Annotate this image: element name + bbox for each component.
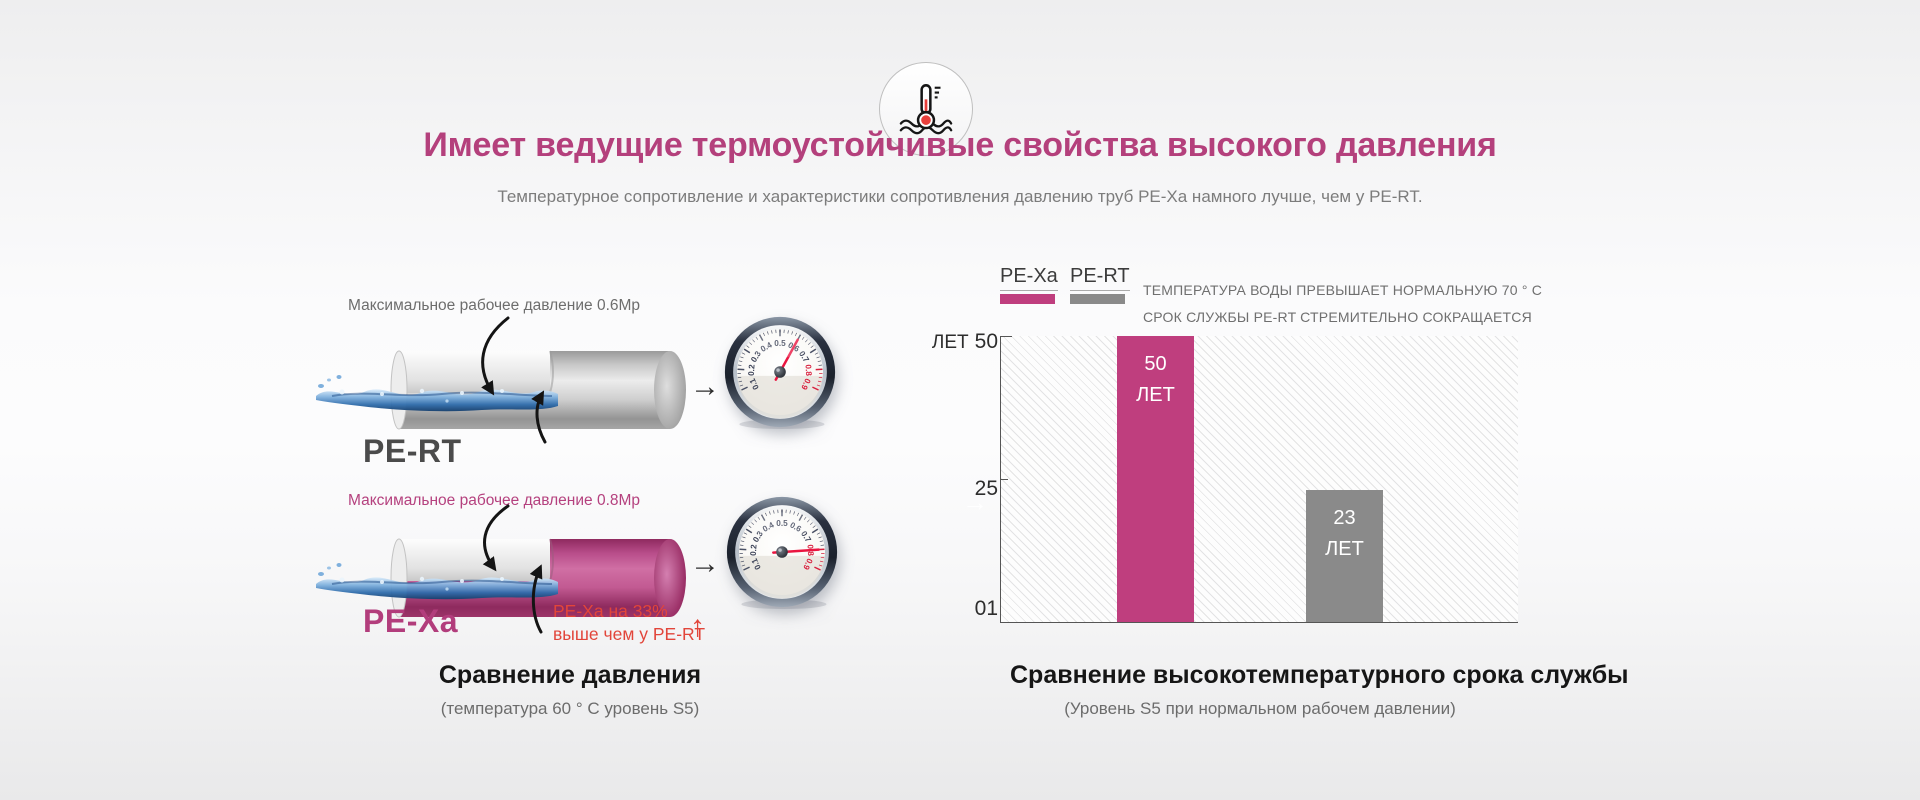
- thermometer-icon: [879, 62, 973, 156]
- lifespan-subcaption: (Уровень S5 при нормальном рабочем давле…: [1064, 699, 1456, 718]
- pert-pressure-gauge: 0.10.20.30.40.50.60.70.80.9: [724, 316, 836, 430]
- y-axis-top-stub: [1001, 336, 1012, 337]
- legend-item-pert: PE-RT: [1070, 265, 1130, 304]
- pexa-pressure-gauge: 0.10.20.30.40.50.60.70.80.9: [726, 496, 838, 610]
- y-tick-25: 25: [974, 477, 998, 500]
- y-axis-mid-tick: [1001, 479, 1008, 480]
- legend-item-pexa: PE-Xa: [1000, 265, 1058, 304]
- svg-text:0.5: 0.5: [776, 519, 788, 528]
- water-flow: [316, 375, 558, 412]
- pert-label: PE-RT: [363, 433, 462, 469]
- bar-pexa-label: 50 ЛЕТ: [1136, 353, 1175, 406]
- pert-pipe-illustration: [316, 350, 686, 430]
- bar-pert-label: 23 ЛЕТ: [1325, 507, 1364, 561]
- water-flow: [316, 563, 558, 600]
- lifespan-caption: Сравнение высокотемпературного срока слу…: [1010, 661, 1629, 689]
- pressure-caption: Сравнение давления: [438, 661, 702, 689]
- bar-pert: 23 ЛЕТ: [1306, 490, 1383, 622]
- legend-swatch-pert: [1070, 294, 1125, 304]
- y-axis-top-label: ЛЕТ 50: [902, 330, 998, 354]
- page-subtitle: Температурное сопротивление и характерис…: [497, 187, 1423, 206]
- pexa-label: PE-Xa: [363, 603, 458, 639]
- pert-pressure-annotation: Максимальное рабочее давление 0.6Мр: [348, 297, 641, 314]
- pexa-annotation-arrows: [482, 504, 543, 634]
- svg-text:0.5: 0.5: [774, 339, 786, 348]
- chart-note-line-2: СРОК СЛУЖБЫ PE-RT СТРЕМИТЕЛЬНО СОКРАЩАЕТ…: [1143, 309, 1532, 325]
- legend-swatch-pexa: [1000, 294, 1055, 304]
- pexa-pressure-annotation: Максимальное рабочее давление 0.8Мр: [348, 492, 641, 509]
- chart-note-line-1: ТЕМПЕРАТУРА ВОДЫ ПРЕВЫШАЕТ НОРМАЛЬНУЮ 70…: [1143, 282, 1543, 298]
- page-title: Имеет ведущие термоустойчивые свойства в…: [423, 126, 1497, 164]
- up-arrow-icon: ↑: [690, 610, 705, 643]
- svg-text:0.8: 0.8: [803, 364, 813, 376]
- note-line-2: выше чем у PE-RT: [553, 624, 706, 644]
- pexa-advantage-note: PE-Xa на 33% выше чем у PE-RT: [553, 600, 705, 646]
- pert-flow-arrow-icon: →: [690, 370, 720, 403]
- note-line-1: PE-Xa на 33%: [553, 601, 668, 621]
- pexa-flow-arrow-icon: →: [690, 547, 720, 580]
- decor-arrow-icon: →: [962, 487, 988, 517]
- svg-text:0.2: 0.2: [747, 364, 757, 376]
- thermometer-glyph: [899, 84, 953, 135]
- pressure-subcaption: (температура 60 ° C уровень S5): [440, 699, 700, 718]
- bar-pexa: 50 ЛЕТ: [1117, 336, 1194, 622]
- lifespan-bar-chart-plot: 50 ЛЕТ 23 ЛЕТ: [1000, 336, 1518, 623]
- legend-label-pexa: PE-Xa: [1000, 265, 1058, 291]
- pert-annotation-arrows: [481, 316, 547, 444]
- legend-label-pert: PE-RT: [1070, 265, 1130, 291]
- y-tick-0: 01: [974, 597, 998, 620]
- y-tick-50: 50: [974, 330, 998, 353]
- y-axis-unit: ЛЕТ: [931, 332, 969, 353]
- svg-text:0.2: 0.2: [749, 544, 759, 556]
